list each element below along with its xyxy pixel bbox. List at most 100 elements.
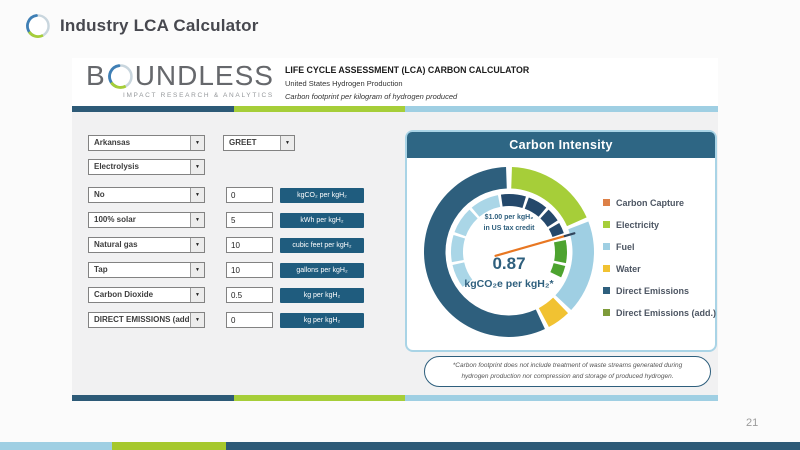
process-select[interactable]: Electrolysis ▼ bbox=[88, 159, 205, 175]
donut-segment bbox=[451, 235, 466, 263]
donut-segment bbox=[550, 263, 566, 278]
legend-item: Water bbox=[603, 262, 716, 275]
legend-item: Direct Emissions bbox=[603, 284, 716, 297]
legend-swatch bbox=[603, 309, 610, 316]
donut-segment bbox=[555, 221, 594, 310]
option-select[interactable]: 100% solar ▼ bbox=[88, 212, 205, 228]
donut-segment bbox=[424, 167, 545, 337]
legend-swatch bbox=[603, 287, 610, 294]
quantity-input[interactable] bbox=[226, 312, 273, 328]
calculator-title: LIFE CYCLE ASSESSMENT (LCA) CARBON CALCU… bbox=[285, 65, 530, 75]
calculator-subtitle: United States Hydrogen Production bbox=[285, 79, 403, 88]
page-title: Industry LCA Calculator bbox=[60, 16, 259, 35]
gauge-needle bbox=[494, 234, 566, 257]
model-select[interactable]: GREET ▼ bbox=[223, 135, 295, 151]
brand-tagline: IMPACT RESEARCH & ANALYTICS bbox=[122, 92, 274, 99]
boundless-logo: B UNDLESS IMPACT RESEARCH & ANALYTICS bbox=[86, 61, 274, 100]
wordmark-rest: UNDLESS bbox=[134, 60, 274, 91]
donut-segment bbox=[454, 209, 478, 237]
unit-label: kg per kgH₂ bbox=[280, 287, 364, 303]
legend-label: Electricity bbox=[616, 219, 660, 230]
form-row: Tap ▼ gallons per kgH₂ bbox=[88, 262, 398, 278]
slide-page-number: 21 bbox=[746, 417, 759, 429]
chart-legend: Carbon Capture Electricity Fuel Water Di… bbox=[603, 196, 716, 328]
option-select[interactable]: Tap ▼ bbox=[88, 262, 205, 278]
donut-segment bbox=[500, 194, 526, 209]
legend-item: Direct Emissions (add.) bbox=[603, 306, 716, 319]
calculator-card-header: B UNDLESS IMPACT RESEARCH & ANALYTICS LI… bbox=[72, 58, 718, 106]
brand-bar-segment bbox=[404, 106, 718, 112]
calculator-card: B UNDLESS IMPACT RESEARCH & ANALYTICS LI… bbox=[72, 58, 718, 401]
option-select[interactable]: Carbon Dioxide ▼ bbox=[88, 287, 205, 303]
brand-bar-segment bbox=[72, 395, 234, 401]
chevron-down-icon[interactable]: ▼ bbox=[190, 288, 204, 302]
legend-item: Electricity bbox=[603, 218, 716, 231]
option-select[interactable]: No ▼ bbox=[88, 187, 205, 203]
slide-footer-bar bbox=[0, 442, 800, 450]
donut-segment bbox=[553, 239, 567, 264]
globe-swirl-logo-icon bbox=[26, 14, 50, 38]
option-select[interactable]: Natural gas ▼ bbox=[88, 237, 205, 253]
legend-label: Direct Emissions bbox=[616, 285, 690, 296]
option-select[interactable]: DIRECT EMISSIONS (add.) ▼ bbox=[88, 312, 205, 328]
carbon-intensity-donut: $1.00 per kgH₂ in US tax credit 0.87 kgC… bbox=[419, 162, 599, 342]
chart-footnote: *Carbon footprint does not include treat… bbox=[424, 356, 711, 387]
unit-label: kWh per kgH₂ bbox=[280, 212, 364, 228]
brand-bar-top bbox=[72, 106, 718, 112]
chevron-down-icon[interactable]: ▼ bbox=[190, 188, 204, 202]
unit-label: kgCO₂ per kgH₂ bbox=[280, 187, 364, 203]
legend-swatch bbox=[603, 199, 610, 206]
option-select-value: DIRECT EMISSIONS (add.) bbox=[94, 315, 190, 324]
chevron-down-icon[interactable]: ▼ bbox=[190, 313, 204, 327]
quantity-input[interactable] bbox=[226, 262, 273, 278]
donut-segment bbox=[524, 197, 547, 217]
unit-label: kg per kgH₂ bbox=[280, 312, 364, 328]
brand-bar-segment bbox=[0, 442, 112, 450]
donut-segment bbox=[540, 209, 558, 227]
chevron-down-icon[interactable]: ▼ bbox=[190, 263, 204, 277]
donut-segment bbox=[548, 223, 564, 238]
chevron-down-icon[interactable]: ▼ bbox=[190, 213, 204, 227]
legend-label: Carbon Capture bbox=[616, 197, 685, 208]
option-select-value: 100% solar bbox=[94, 215, 136, 224]
legend-swatch bbox=[603, 243, 610, 250]
form-row: Natural gas ▼ cubic feet per kgH₂ bbox=[88, 237, 398, 253]
quantity-input[interactable] bbox=[226, 237, 273, 253]
globe-swirl-logo-icon bbox=[107, 63, 133, 89]
region-select-value: Arkansas bbox=[94, 138, 131, 147]
brand-bar-segment bbox=[233, 395, 405, 401]
chevron-down-icon[interactable]: ▼ bbox=[280, 136, 294, 150]
legend-item: Carbon Capture bbox=[603, 196, 716, 209]
calculator-title-block: LIFE CYCLE ASSESSMENT (LCA) CARBON CALCU… bbox=[285, 65, 529, 101]
form-row: 100% solar ▼ kWh per kgH₂ bbox=[88, 212, 398, 228]
quantity-input[interactable] bbox=[226, 187, 273, 203]
legend-label: Fuel bbox=[616, 241, 635, 252]
option-select-value: No bbox=[94, 190, 105, 199]
legend-swatch bbox=[603, 265, 610, 272]
region-select[interactable]: Arkansas ▼ bbox=[88, 135, 205, 151]
quantity-input[interactable] bbox=[226, 287, 273, 303]
model-select-value: GREET bbox=[229, 138, 257, 147]
quantity-input[interactable] bbox=[226, 212, 273, 228]
wordmark-b: B bbox=[86, 60, 106, 91]
chevron-down-icon[interactable]: ▼ bbox=[190, 238, 204, 252]
option-select-value: Carbon Dioxide bbox=[94, 290, 154, 299]
legend-label: Water bbox=[616, 263, 641, 274]
boundless-wordmark: B UNDLESS bbox=[86, 61, 274, 91]
carbon-intensity-header: Carbon Intensity bbox=[407, 132, 715, 158]
option-select-value: Natural gas bbox=[94, 240, 138, 249]
chevron-down-icon[interactable]: ▼ bbox=[190, 136, 204, 150]
form-row: No ▼ kgCO₂ per kgH₂ bbox=[88, 187, 398, 203]
chevron-down-icon[interactable]: ▼ bbox=[190, 160, 204, 174]
unit-label: cubic feet per kgH₂ bbox=[280, 237, 364, 253]
option-select-value: Tap bbox=[94, 265, 108, 274]
brand-bar-segment bbox=[112, 442, 226, 450]
donut-segment bbox=[471, 195, 501, 217]
unit-label: gallons per kgH₂ bbox=[280, 262, 364, 278]
brand-bar-segment bbox=[233, 106, 405, 112]
donut-segment bbox=[452, 262, 473, 287]
process-select-value: Electrolysis bbox=[94, 162, 139, 171]
donut-segment bbox=[511, 167, 587, 227]
calculator-body: Arkansas ▼ GREET ▼ Electrolysis ▼ No ▼ k… bbox=[72, 112, 718, 395]
legend-swatch bbox=[603, 221, 610, 228]
